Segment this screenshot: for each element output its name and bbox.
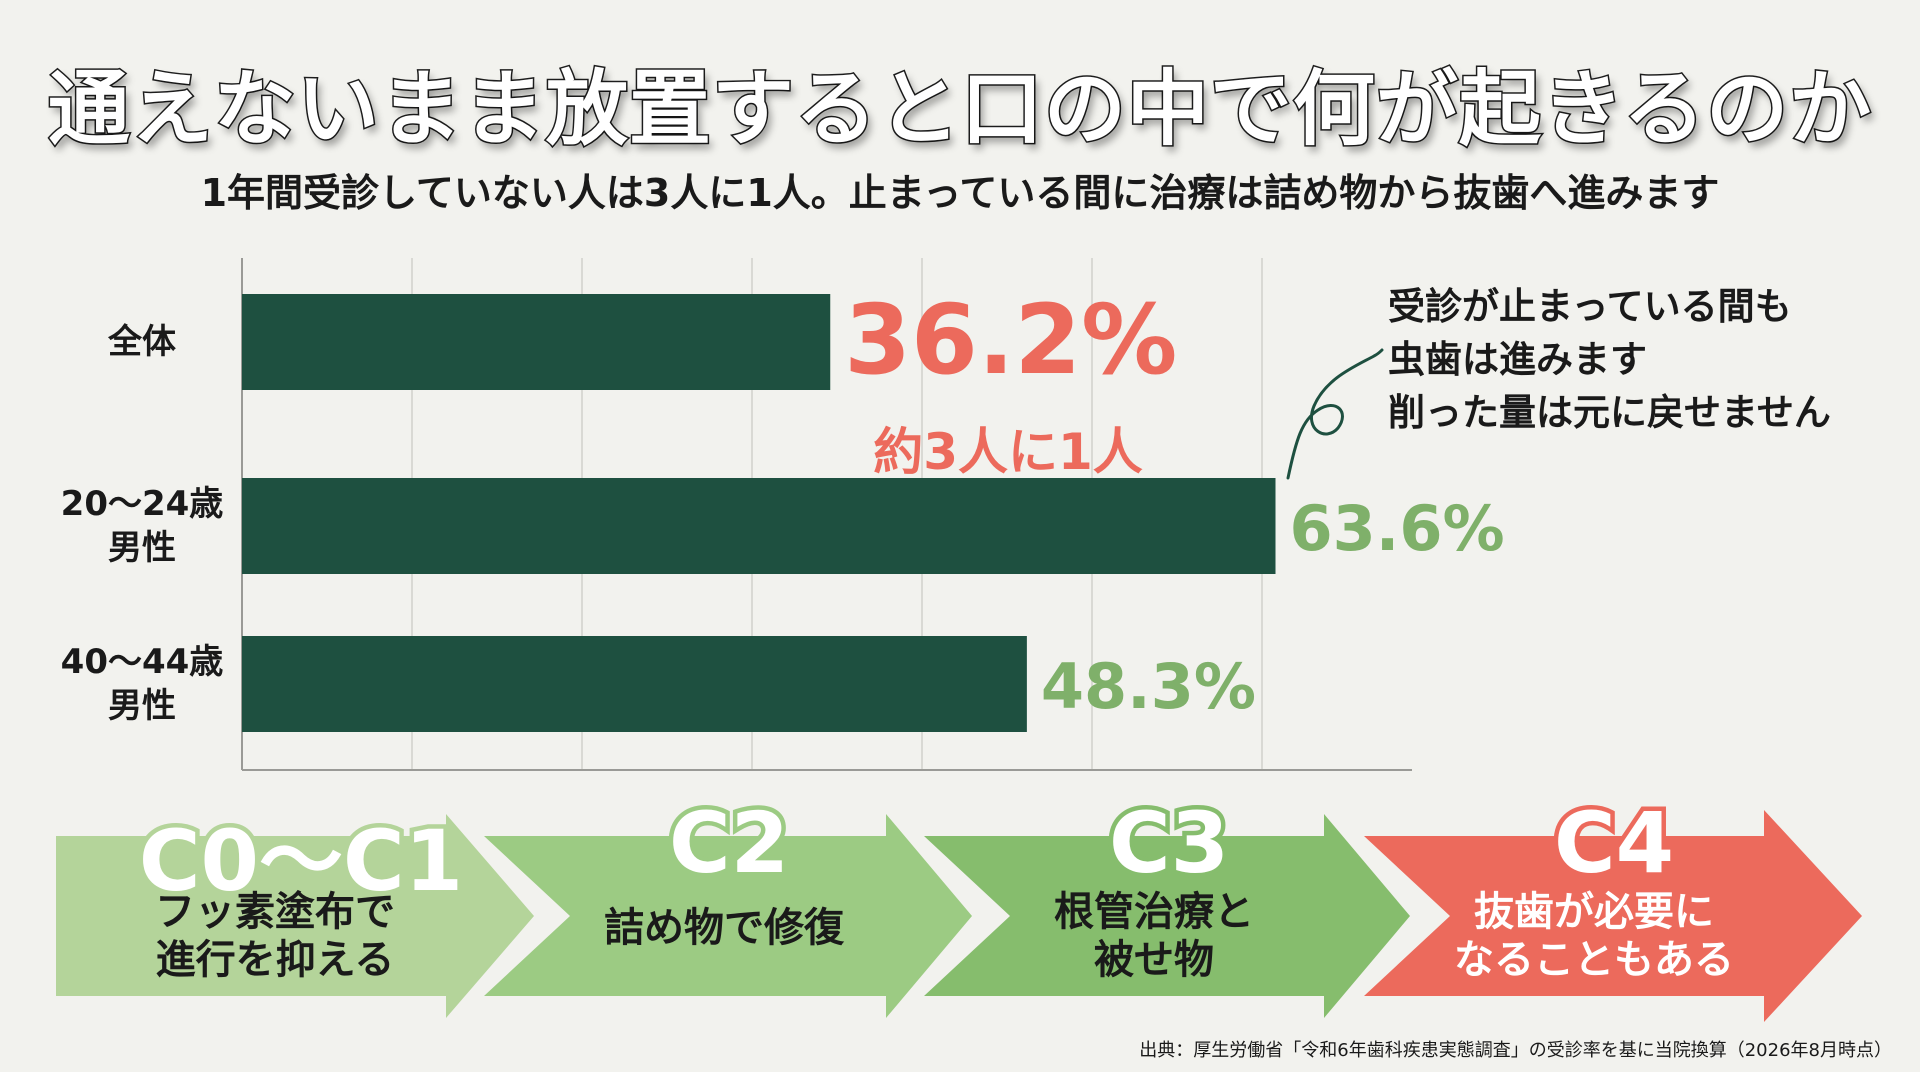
category-label-line: 男性 <box>108 686 176 726</box>
category-label-line: 全体 <box>108 322 176 362</box>
stage-description: 詰め物で修復 <box>524 904 924 952</box>
source-note: 出典：厚生労働省「令和6年歯科疾患実態調査」の受診率を基に当院換算（2026年8… <box>1139 1040 1892 1061</box>
stage-arrow <box>484 814 972 1018</box>
callout-line: 受診が止まっている間も <box>1388 285 1792 328</box>
page-subtitle: 1年間受診していない人は3人に1人。止まっている間に治療は詰め物から抜歯へ進みま… <box>200 171 1720 215</box>
stage-c4: C4 抜歯が必要に なることもある <box>1364 790 1864 1032</box>
stage-arrow <box>1364 810 1862 1022</box>
callout-connector <box>1286 348 1384 480</box>
bar-2 <box>242 636 1027 732</box>
stage-arrow <box>56 814 534 1018</box>
value-label-2: 48.3% <box>1040 650 1256 723</box>
stage-code: C4 <box>1549 790 1678 897</box>
stage-line: 被せ物 <box>1094 937 1214 983</box>
category-label-line: 20〜24歳 <box>60 484 224 524</box>
stage-line: 詰め物で修復 <box>604 905 844 951</box>
stage-c3: C3 根管治療と 被せ物 <box>924 790 1414 1032</box>
stage-code: C2 <box>664 790 793 897</box>
category-label: 20〜24歳 男性 <box>52 482 232 570</box>
bar-chart <box>241 258 1412 771</box>
stage-description: 根管治療と 被せ物 <box>954 888 1354 984</box>
bar-0 <box>242 294 831 390</box>
stage-description: 抜歯が必要に なることもある <box>1394 888 1794 984</box>
callout-box: 受診が止まっている間も 虫歯は進みます 削った量は元に戻せません <box>1388 280 1908 439</box>
stage-line: なることもある <box>1454 937 1734 983</box>
stage-line: 進行を抑える <box>155 937 395 983</box>
stage-description: フッ素塗布で 進行を抑える <box>56 888 494 984</box>
stage-line: 根管治療と <box>1054 889 1254 935</box>
stage-code: C0〜C1 <box>134 808 467 915</box>
value-label-1: 63.6% <box>1289 492 1505 565</box>
stage-arrow <box>924 814 1410 1018</box>
category-label: 40〜44歳 男性 <box>52 640 232 728</box>
stage-line: フッ素塗布で <box>155 889 395 935</box>
callout-line: 虫歯は進みます <box>1388 338 1647 381</box>
stage-line: 抜歯が必要に <box>1474 889 1714 935</box>
category-label: 全体 <box>52 320 232 364</box>
stage-c0-c1: C0〜C1 フッ素塗布で 進行を抑える <box>56 800 546 1032</box>
value-label-0: 36.2% <box>844 284 1178 396</box>
page-title: 通えないまま放置すると口の中で何が起きるのか <box>46 61 1873 159</box>
bar-1 <box>242 478 1276 574</box>
callout-line: 削った量は元に戻せません <box>1388 391 1831 434</box>
category-label-line: 40〜44歳 <box>60 642 224 682</box>
stage-c2: C2 詰め物で修復 <box>484 790 974 1032</box>
chart-annotation: 約3人に1人 <box>873 423 1143 481</box>
category-label-line: 男性 <box>108 528 176 568</box>
stage-code: C3 <box>1104 790 1233 897</box>
